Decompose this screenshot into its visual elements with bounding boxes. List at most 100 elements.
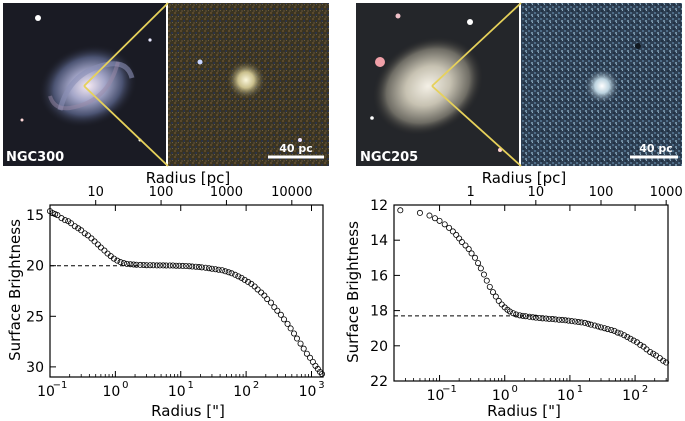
data-point xyxy=(597,324,604,331)
data-point xyxy=(271,304,278,311)
data-point xyxy=(241,276,248,283)
data-point xyxy=(297,340,304,347)
y-tick-label: 22 xyxy=(370,374,388,390)
ngc205-dark-spot xyxy=(635,43,641,49)
data-point xyxy=(595,323,602,330)
data-point xyxy=(627,335,634,342)
x-tick-exponent: 0 xyxy=(122,380,128,391)
data-point xyxy=(581,319,588,326)
y-tick-label: 20 xyxy=(370,339,388,355)
ngc205-y-axis-label: Surface Brightness xyxy=(344,221,362,363)
x-tick-exponent: −1 xyxy=(442,384,457,395)
data-point xyxy=(54,212,61,219)
data-point xyxy=(94,241,101,248)
x-tick-label: 10 xyxy=(622,388,640,404)
data-point xyxy=(317,368,324,375)
data-point xyxy=(88,235,95,242)
data-point xyxy=(235,273,242,280)
data-point xyxy=(189,263,196,270)
x-tick-label: 10 xyxy=(37,384,55,400)
top-tick-label: 1 xyxy=(467,185,475,200)
data-point xyxy=(147,262,154,269)
data-point xyxy=(663,359,670,366)
data-point xyxy=(543,315,550,322)
top-tick-label: 10 xyxy=(87,185,104,200)
data-point xyxy=(91,238,98,245)
data-point xyxy=(539,315,546,322)
data-point xyxy=(416,209,423,216)
ngc300-star xyxy=(148,38,152,42)
data-point xyxy=(449,228,456,235)
data-point xyxy=(608,326,615,333)
data-point xyxy=(475,260,482,267)
data-point xyxy=(258,289,265,296)
data-point xyxy=(456,235,463,242)
data-point xyxy=(630,337,637,344)
data-point xyxy=(62,217,69,224)
data-point xyxy=(202,264,209,271)
data-point xyxy=(284,320,291,327)
data-point xyxy=(559,316,566,323)
data-point xyxy=(492,293,499,300)
ngc205-nucleus xyxy=(584,68,620,104)
data-point xyxy=(468,250,475,257)
data-point xyxy=(163,262,170,269)
data-point xyxy=(601,325,608,332)
top-tick-label: 1000 xyxy=(650,185,683,200)
data-point xyxy=(486,283,493,290)
data-point xyxy=(251,283,258,290)
data-point xyxy=(287,325,294,332)
data-point xyxy=(192,263,199,270)
data-point xyxy=(186,263,193,270)
ngc300-spiral-arm xyxy=(48,61,120,111)
data-point xyxy=(232,271,239,278)
top-tick-label: 100 xyxy=(149,185,174,200)
data-point xyxy=(300,345,307,352)
data-point xyxy=(173,262,180,269)
data-point xyxy=(426,212,433,219)
data-point xyxy=(575,319,582,326)
data-point xyxy=(101,247,108,254)
ngc300-label: NGC300 xyxy=(6,150,64,165)
data-point xyxy=(562,317,569,324)
top-tick-label: 1000 xyxy=(210,185,243,200)
ngc205-profile-chart: Radius [pc] Radius ["] Surface Brightnes… xyxy=(344,169,683,420)
top-tick-label: 10 xyxy=(528,185,545,200)
data-point xyxy=(637,341,644,348)
data-point xyxy=(123,260,130,267)
x-tick-label: 10 xyxy=(233,384,251,400)
data-point xyxy=(153,262,160,269)
data-point xyxy=(143,262,150,269)
data-point xyxy=(120,260,127,267)
data-point xyxy=(519,312,526,319)
ngc205-x-axis-label: Radius ["] xyxy=(487,402,561,420)
y-tick-label: 30 xyxy=(26,360,44,376)
x-tick-exponent: 1 xyxy=(188,380,194,391)
data-point xyxy=(513,311,520,318)
data-point xyxy=(489,289,496,296)
x-tick-label: 10 xyxy=(102,384,120,400)
data-point xyxy=(212,266,219,273)
data-point xyxy=(587,321,594,328)
data-point xyxy=(453,231,460,238)
ngc300-image-group: NGC300 40 pc xyxy=(3,2,329,167)
data-point xyxy=(303,350,310,357)
ngc300-star xyxy=(35,15,41,21)
data-point xyxy=(75,225,82,232)
data-point xyxy=(156,262,163,269)
top-tick-label: 100 xyxy=(589,185,614,200)
ngc300-scalebar-label: 40 pc xyxy=(279,142,313,155)
data-point xyxy=(498,301,505,308)
y-tick-label: 18 xyxy=(370,304,388,320)
data-point xyxy=(215,266,222,273)
data-point xyxy=(532,314,539,321)
data-point xyxy=(446,224,453,231)
data-point xyxy=(617,330,624,337)
y-tick-label: 15 xyxy=(26,208,44,224)
data-point xyxy=(611,327,618,334)
data-point xyxy=(307,354,314,361)
x-tick-label: 10 xyxy=(557,388,575,404)
data-point xyxy=(166,262,173,269)
